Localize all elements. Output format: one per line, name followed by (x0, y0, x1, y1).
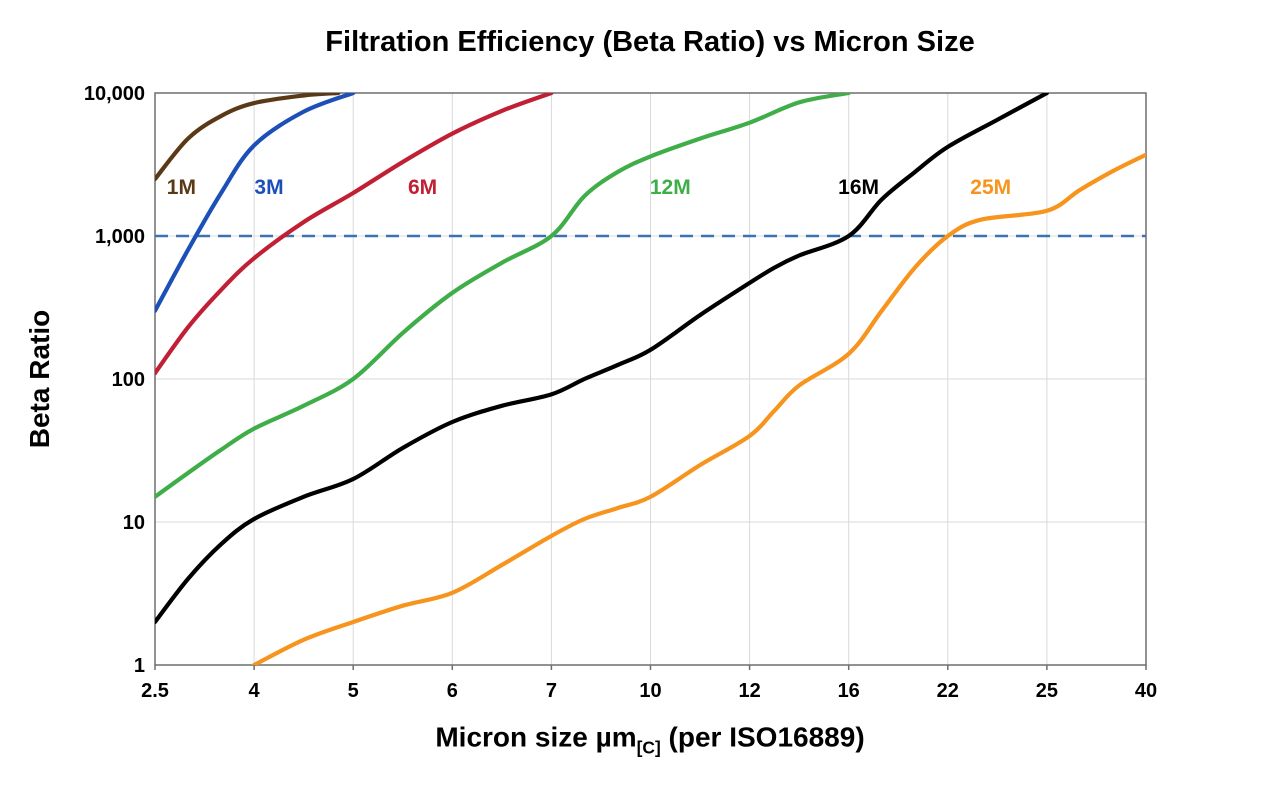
series-line-16M (155, 93, 1049, 625)
series-line-12M (155, 93, 851, 499)
series-label-25M: 25M (970, 176, 1011, 199)
series-line-6M (155, 93, 554, 376)
series-label-12M: 12M (650, 176, 691, 199)
x-tick-label: 40 (1135, 680, 1157, 702)
y-tick-label: 10 (123, 512, 145, 534)
y-tick-label: 1 (134, 655, 145, 677)
series-line-25M (252, 152, 1146, 665)
x-tick-label: 5 (348, 680, 359, 702)
y-tick-label: 10,000 (84, 83, 145, 105)
x-tick-label: 22 (937, 680, 959, 702)
x-tick-label: 10 (639, 680, 661, 702)
x-tick-label: 25 (1036, 680, 1058, 702)
y-tick-label: 1,000 (95, 226, 145, 248)
series-label-3M: 3M (254, 176, 283, 199)
x-tick-label: 12 (738, 680, 760, 702)
x-tick-label: 2.5 (141, 680, 169, 702)
series-line-3M (155, 93, 356, 313)
x-axis-title-subscript: [C] (636, 737, 661, 758)
x-axis-title-main: Micron size µm (435, 721, 637, 753)
series-label-6M: 6M (408, 176, 437, 199)
x-tick-label: 6 (447, 680, 458, 702)
series-line-1M (155, 93, 341, 182)
series-label-1M: 1M (167, 176, 196, 199)
x-tick-label: 4 (249, 680, 261, 702)
y-tick-label: 100 (112, 369, 145, 391)
chart-title: Filtration Efficiency (Beta Ratio) vs Mi… (325, 26, 975, 58)
x-tick-label: 16 (838, 680, 860, 702)
x-axis-title: Micron size µm[C] (per ISO16889) (435, 722, 864, 759)
x-axis-title-suffix: (per ISO16889) (660, 721, 865, 753)
series-label-16M: 16M (838, 176, 879, 199)
plot-border (154, 92, 1147, 666)
x-tick-label: 7 (546, 680, 557, 702)
